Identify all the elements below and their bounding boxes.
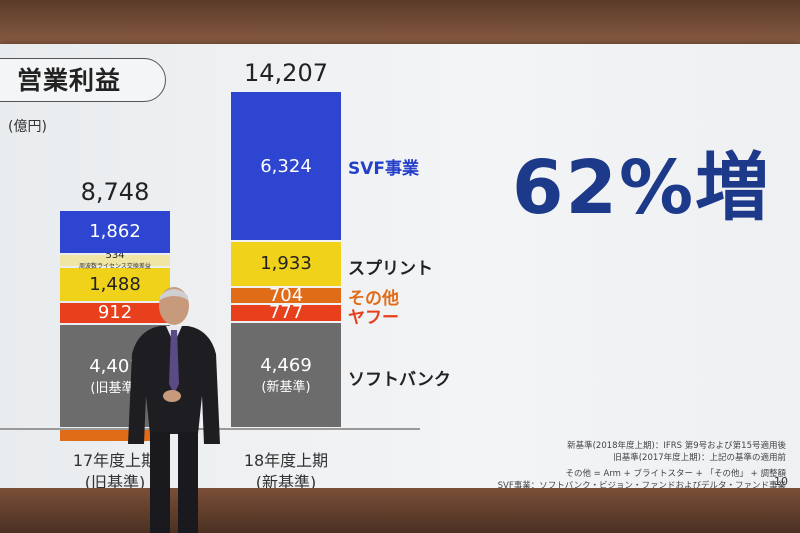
segment-value-label: 6,324 (260, 155, 312, 177)
bar-segment-0-1: 912 (60, 302, 170, 324)
period-label: 18年度上期 (新基準) (221, 450, 351, 494)
bar-segment-1-3: 1,933 (231, 242, 341, 286)
period-label-line1: 18年度上期 (243, 451, 329, 470)
series-label: スプリント (348, 259, 433, 279)
footnote: 旧基準(2017年度上期)：上記の基準の適用前 (613, 453, 786, 463)
bar-segment-0-2 (60, 430, 170, 441)
series-label: ソフトバンク (348, 370, 451, 390)
page-number: 10 (774, 475, 788, 488)
segment-value-label: 534 (105, 250, 125, 262)
footnote: その他 = Arm + ブライトスター + 「その他」 + 調整額 (565, 469, 786, 479)
bar-segment-1-5: 6,324 (231, 92, 341, 240)
segment-value-label: 912 (97, 302, 133, 324)
segment-value-label: 4,469 (260, 354, 312, 376)
period-label-line2: (旧基準) (84, 473, 146, 492)
segment-value-label: 1,933 (260, 253, 312, 275)
bar-total-label: 14,207 (244, 59, 328, 87)
segment-sub-label: (新基準) (261, 379, 311, 395)
bar-segment-0-4: 534 周波数ライセンス交換差益 (60, 250, 170, 270)
segment-value-label: 704 (268, 284, 304, 306)
series-label: SVF事業 (348, 159, 420, 179)
stage-ceiling (0, 0, 800, 46)
series-label: その他 (348, 289, 399, 309)
slide-title: 営業利益 (0, 58, 166, 102)
series-label: ヤフー (348, 308, 399, 328)
bar-total-label: 8,748 (80, 177, 150, 206)
stage-floor (0, 488, 800, 533)
bar-segment-1-2: 704 (231, 284, 341, 306)
segment-value-label: 1,862 (89, 221, 141, 243)
period-label: 17年度上期 (旧基準) (50, 450, 180, 494)
segment-value-label: 4,401 (89, 355, 141, 377)
footnotes: 新基準(2018年度上期)：IFRS 第9号および第15号適用後 旧基準(201… (498, 440, 786, 492)
bar-segment-1-1: 777 (231, 302, 341, 324)
footnote: SVF事業：ソフトバンク・ビジョン・ファンドおよびデルタ・ファンド事業 (497, 481, 786, 491)
segment-value-label: 1,488 (89, 273, 141, 295)
unit-label: (億円) (8, 119, 47, 135)
speaker-figure (128, 287, 220, 533)
period-label-line1: 17年度上期 (72, 451, 158, 470)
segment-sub-label: (旧基準) (90, 380, 140, 396)
segment-value-label: 777 (268, 302, 304, 324)
period-label-line2: (新基準) (255, 473, 317, 492)
bar-segment-0-3: 1,488 (60, 267, 170, 301)
segment-sub-label: 周波数ライセンス交換差益 (79, 263, 151, 271)
footnote: 新基準(2018年度上期)：IFRS 第9号および第15号適用後 (567, 441, 786, 451)
bar-segment-1-0: 4,469 (新基準) (231, 322, 341, 427)
growth-headline: 62%増 (512, 145, 772, 231)
bar-segment-0-5: 1,862 (60, 210, 170, 253)
